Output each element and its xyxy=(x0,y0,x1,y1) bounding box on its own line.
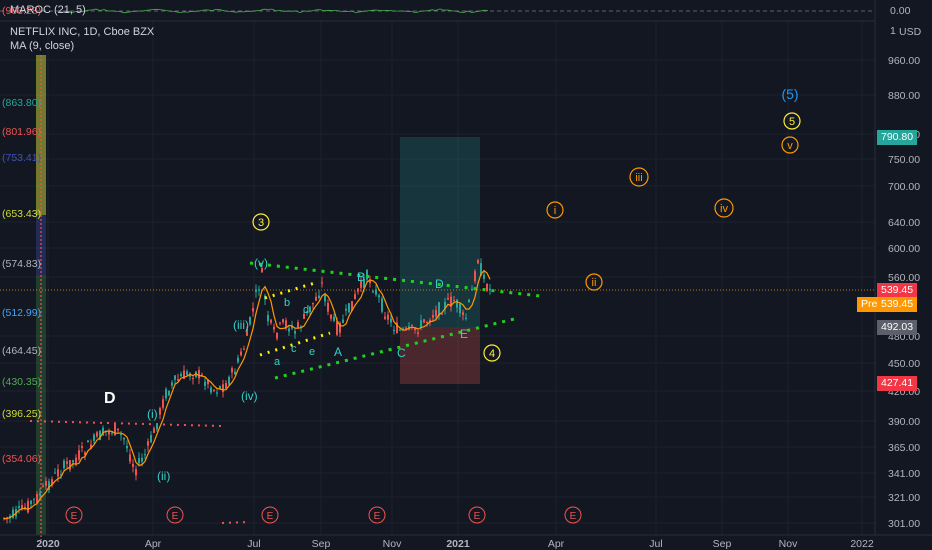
wave-labels: D (i) (ii) (iii) (iv) (v) a b c d e A B … xyxy=(104,256,468,483)
price-tick-label: 390.00 xyxy=(888,416,920,428)
wave-label-ii-paren: (ii) xyxy=(157,469,170,483)
fib-level-label: (512.99) xyxy=(2,307,41,319)
time-tick-label: Sep xyxy=(312,538,331,550)
wave-label-c: C xyxy=(397,346,406,360)
ma-legend-label: MA (9, close) xyxy=(10,40,75,52)
price-tick-label: 321.00 xyxy=(888,492,920,504)
price-tick-label: 341.00 xyxy=(888,468,920,480)
earnings-marker: E xyxy=(172,511,179,522)
wave-label-5-blue: (5) xyxy=(781,86,798,102)
earnings-marker: E xyxy=(71,511,78,522)
wave-label-i-paren: (i) xyxy=(147,407,158,421)
price-tick-label: 880.00 xyxy=(888,90,920,102)
lower-triangle-trendline[interactable] xyxy=(274,316,519,380)
upper-triangle-trendline[interactable] xyxy=(249,261,541,298)
time-tick-label: 2022 xyxy=(850,538,874,550)
earnings-marker: E xyxy=(267,511,274,522)
stop-upper-price-tag: 492.03 xyxy=(877,320,918,335)
wave-label-small-a: a xyxy=(274,356,281,368)
support-dotted-line[interactable] xyxy=(221,521,249,524)
moving-average-line xyxy=(3,269,491,520)
premarket-label: Pre xyxy=(857,297,882,312)
currency-label: USD xyxy=(899,26,922,38)
circled-wave-label: iii xyxy=(635,172,642,184)
long-position-stop-zone[interactable] xyxy=(400,327,480,384)
fib-level-label: (354.06) xyxy=(2,453,41,465)
stop-price-tag: 427.41 xyxy=(877,376,918,391)
circled-wave-label: 5 xyxy=(789,116,795,128)
price-tick-label: 600.00 xyxy=(888,243,920,255)
last-price-tag: 539.45 xyxy=(877,283,918,298)
price-axis[interactable]: 960.00880.00820.00750.00700.00640.00600.… xyxy=(888,55,920,530)
price-axis-bg xyxy=(875,0,932,550)
chart-grid xyxy=(0,21,875,535)
circled-wave-label: i xyxy=(554,205,556,217)
time-tick-label: Apr xyxy=(145,538,162,550)
earnings-marker: E xyxy=(374,511,381,522)
price-tick-label: 365.00 xyxy=(888,442,920,454)
earnings-marker: E xyxy=(570,511,577,522)
time-axis[interactable]: 2020 Apr Jul Sep Nov 2021 Apr Jul Sep Nov 2022 xyxy=(36,538,874,550)
circled-wave-label: iv xyxy=(720,203,728,215)
symbol-title: NETFLIX INC, 1D, Cboe BZX xyxy=(10,26,155,38)
wave-label-a: A xyxy=(334,345,342,359)
fib-level-label: (464.45) xyxy=(2,345,41,357)
price-tick-label: 750.00 xyxy=(888,154,920,166)
price-tick-label: 560.00 xyxy=(888,272,920,284)
fib-level-label: (801.96) xyxy=(2,126,41,138)
target-price-tag: 790.80 xyxy=(877,130,918,145)
price-tick-label: 640.00 xyxy=(888,217,920,229)
indicator-value-label: 0.00 xyxy=(890,5,911,17)
wave-label-small-e: e xyxy=(309,346,315,358)
earnings-marker: E xyxy=(474,511,481,522)
top-scale-one-label: 1 xyxy=(890,25,896,37)
time-tick-label: Nov xyxy=(779,538,798,550)
price-tick-label: 301.00 xyxy=(888,518,920,530)
price-tick-label: 450.00 xyxy=(888,358,920,370)
indicator-legend-label: MAROC (21, 5) xyxy=(10,4,86,16)
circled-wave-label: v xyxy=(787,140,793,152)
long-position-profit-zone[interactable] xyxy=(400,137,480,327)
wave-label-v-paren: (v) xyxy=(254,256,268,270)
time-tick-label: Nov xyxy=(383,538,402,550)
fib-color-bar: (903.28) (863.80) (801.96) (753.41) (653.43)… xyxy=(2,5,46,540)
wave-label-big-d: D xyxy=(104,390,116,407)
indicator-legend[interactable]: MAROC (21, 5) xyxy=(10,4,86,16)
resistance-dotted-line[interactable] xyxy=(29,420,223,427)
wave-label-small-c: c xyxy=(291,343,297,355)
wave-label-iii-paren: (iii) xyxy=(233,318,249,332)
time-tick-label: 2021 xyxy=(446,538,470,550)
price-tick-label: 700.00 xyxy=(888,181,920,193)
fib-level-label: (753.41) xyxy=(2,152,41,164)
fib-level-label: (863.80) xyxy=(2,97,41,109)
abc-upper-trendline[interactable] xyxy=(264,280,319,300)
wave-label-small-d: d xyxy=(303,304,309,316)
time-tick-label: 2020 xyxy=(36,538,60,550)
time-tick-label: Apr xyxy=(548,538,565,550)
fib-level-label: (653.43) xyxy=(2,208,41,220)
ma-legend[interactable]: MA (9, close) xyxy=(10,40,74,52)
circled-wave-label: ii xyxy=(592,277,597,289)
wave-label-e: E xyxy=(460,327,468,341)
fib-level-label: (574.83) xyxy=(2,258,41,270)
wave-label-small-b: b xyxy=(284,297,290,309)
price-tick-label: 960.00 xyxy=(888,55,920,67)
time-tick-label: Jul xyxy=(649,538,662,550)
circled-wave-label: 3 xyxy=(258,217,264,229)
time-tick-label: Sep xyxy=(713,538,732,550)
wave-label-iv-paren: (iv) xyxy=(241,389,258,403)
symbol-legend[interactable]: NETFLIX INC, 1D, Cboe BZX xyxy=(10,26,154,38)
wave-label-b: B xyxy=(357,270,365,284)
maroc-line xyxy=(59,8,489,14)
time-tick-label: Jul xyxy=(247,538,260,550)
wave-label-d: D xyxy=(435,277,444,291)
fib-level-label: (430.35) xyxy=(2,376,41,388)
fib-level-label: (396.25) xyxy=(2,408,41,420)
premarket-price-tag: 539.45 xyxy=(877,297,918,312)
circled-wave-label: 4 xyxy=(489,348,495,360)
fib-level-label: (903.28) xyxy=(2,5,41,17)
